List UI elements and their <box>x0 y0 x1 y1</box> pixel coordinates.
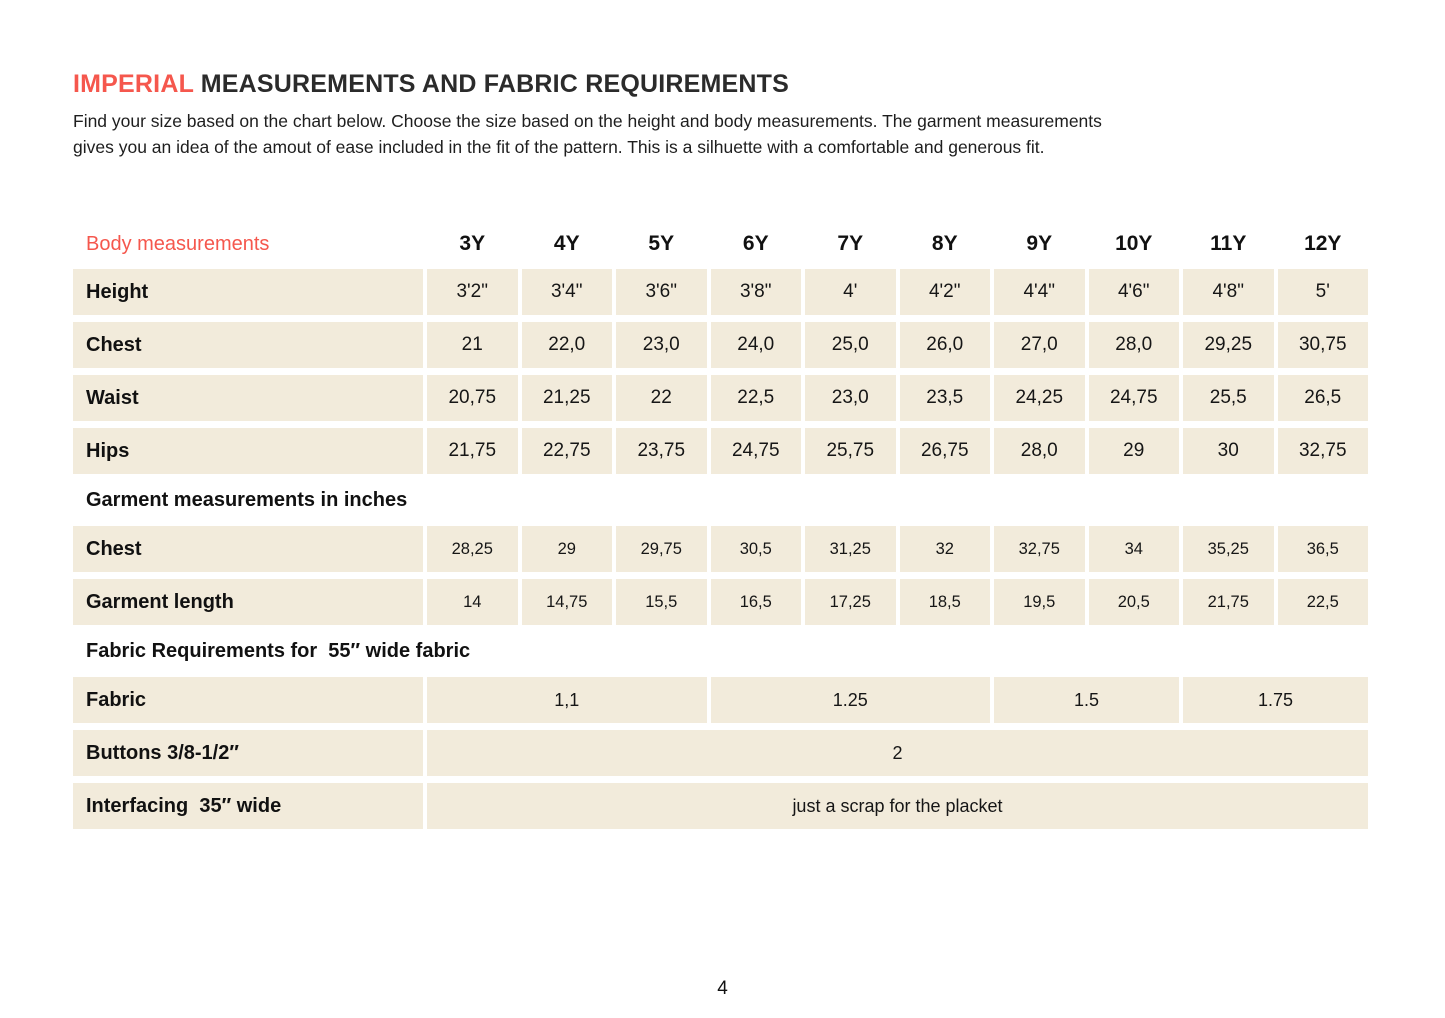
measurement-cell: 3'8" <box>710 269 801 315</box>
measurement-cell: 32 <box>899 526 990 572</box>
measurement-cell: 20,5 <box>1088 579 1179 625</box>
header-block: IMPERIAL MEASUREMENTS AND FABRIC REQUIRE… <box>73 70 1373 160</box>
measurement-cell: 36,5 <box>1277 526 1368 572</box>
measurement-cell: 30,5 <box>710 526 801 572</box>
measurement-cell: 17,25 <box>805 579 896 625</box>
measurement-cell: 28,0 <box>1088 322 1179 368</box>
measurement-cell: 22,75 <box>521 428 612 474</box>
measurement-cell: 29 <box>521 526 612 572</box>
measurement-cell: 14,75 <box>521 579 612 625</box>
intro-text: Find your size based on the chart below.… <box>73 108 1373 160</box>
measurement-cell: 26,75 <box>899 428 990 474</box>
intro-line-1: Find your size based on the chart below.… <box>73 111 1102 131</box>
size-column-header: 9Y <box>1026 232 1053 255</box>
measurement-cell: 23,5 <box>899 375 990 421</box>
measurement-cell: 15,5 <box>616 579 707 625</box>
size-column-header: 3Y <box>459 232 486 255</box>
measurement-cell: 28,0 <box>994 428 1085 474</box>
measurement-cell: 22,0 <box>521 322 612 368</box>
measurement-cell: 16,5 <box>710 579 801 625</box>
size-column-header: 12Y <box>1304 232 1342 255</box>
page-title: IMPERIAL MEASUREMENTS AND FABRIC REQUIRE… <box>73 70 1373 99</box>
size-column-header: 11Y <box>1210 232 1247 255</box>
measurement-cell: 25,75 <box>805 428 896 474</box>
size-column-header: 10Y <box>1115 232 1153 255</box>
measurement-cell: 23,0 <box>616 322 707 368</box>
buttons-count-cell: 2 <box>427 730 1368 776</box>
title-accent: IMPERIAL <box>73 70 194 98</box>
interfacing-note-cell: just a scrap for the placket <box>427 783 1368 829</box>
measurement-cell: 26,0 <box>899 322 990 368</box>
measurement-cell: 5' <box>1277 269 1368 315</box>
size-column-header: 4Y <box>553 232 580 255</box>
fabric-yardage-cell: 1.5 <box>994 677 1179 723</box>
measurement-cell: 4'8" <box>1183 269 1274 315</box>
measurement-cell: 29,25 <box>1183 322 1274 368</box>
size-column-header: 6Y <box>742 232 769 255</box>
row-label: Interfacing 35″ wide <box>73 783 423 829</box>
intro-line-2: gives you an idea of the amout of ease i… <box>73 137 1045 157</box>
page-number: 4 <box>717 978 728 999</box>
measurement-cell: 21 <box>427 322 518 368</box>
measurement-cell: 32,75 <box>994 526 1085 572</box>
measurement-cell: 3'2" <box>427 269 518 315</box>
measurement-cell: 4' <box>805 269 896 315</box>
row-label: Fabric <box>73 677 423 723</box>
measurement-cell: 24,0 <box>710 322 801 368</box>
measurement-cell: 24,75 <box>710 428 801 474</box>
measurement-cell: 23,75 <box>616 428 707 474</box>
measurement-cell: 22,5 <box>1277 579 1368 625</box>
row-label: Chest <box>73 526 423 572</box>
measurement-cell: 32,75 <box>1277 428 1368 474</box>
title-rest: MEASUREMENTS AND FABRIC REQUIREMENTS <box>193 70 789 98</box>
measurement-cell: 21,25 <box>521 375 612 421</box>
measurement-cell: 35,25 <box>1183 526 1274 572</box>
measurement-cell: 25,0 <box>805 322 896 368</box>
measurement-cell: 21,75 <box>427 428 518 474</box>
measurement-cell: 14 <box>427 579 518 625</box>
measurement-cell: 4'2" <box>899 269 990 315</box>
size-chart-table: Body measurements 3Y 4Y 5Y 6Y 7Y 8Y 9Y 10Y 11Y 12Y… <box>73 226 1368 829</box>
measurement-cell: 30,75 <box>1277 322 1368 368</box>
size-column-header: 7Y <box>837 232 864 255</box>
row-label: Hips <box>73 428 423 474</box>
fabric-section-label: Fabric Requirements for 55″ wide fabric <box>86 639 471 662</box>
measurement-cell: 34 <box>1088 526 1179 572</box>
row-label: Garment length <box>73 579 423 625</box>
measurement-cell: 25,5 <box>1183 375 1274 421</box>
measurement-cell: 29 <box>1088 428 1179 474</box>
measurement-cell: 20,75 <box>427 375 518 421</box>
measurement-cell: 28,25 <box>427 526 518 572</box>
measurement-cell: 4'6" <box>1088 269 1179 315</box>
row-label: Waist <box>73 375 423 421</box>
measurement-cell: 29,75 <box>616 526 707 572</box>
measurement-cell: 23,0 <box>805 375 896 421</box>
measurement-cell: 21,75 <box>1183 579 1274 625</box>
row-label: Buttons 3/8-1/2″ <box>73 730 423 776</box>
measurement-cell: 22,5 <box>710 375 801 421</box>
measurement-cell: 30 <box>1183 428 1274 474</box>
body-measurements-header: Body measurements <box>86 232 270 255</box>
measurement-cell: 3'6" <box>616 269 707 315</box>
measurement-cell: 26,5 <box>1277 375 1368 421</box>
fabric-yardage-cell: 1.25 <box>710 677 990 723</box>
measurement-cell: 31,25 <box>805 526 896 572</box>
measurement-cell: 27,0 <box>994 322 1085 368</box>
measurement-cell: 24,25 <box>994 375 1085 421</box>
measurement-cell: 24,75 <box>1088 375 1179 421</box>
row-label: Chest <box>73 322 423 368</box>
row-label: Height <box>73 269 423 315</box>
measurement-cell: 22 <box>616 375 707 421</box>
fabric-yardage-cell: 1.75 <box>1183 677 1368 723</box>
fabric-yardage-cell: 1,1 <box>427 677 707 723</box>
measurement-cell: 3'4" <box>521 269 612 315</box>
measurement-cell: 4'4" <box>994 269 1085 315</box>
measurement-cell: 19,5 <box>994 579 1085 625</box>
size-column-header: 5Y <box>648 232 675 255</box>
garment-section-label: Garment measurements in inches <box>86 488 408 511</box>
size-column-header: 8Y <box>931 232 958 255</box>
measurement-cell: 18,5 <box>899 579 990 625</box>
